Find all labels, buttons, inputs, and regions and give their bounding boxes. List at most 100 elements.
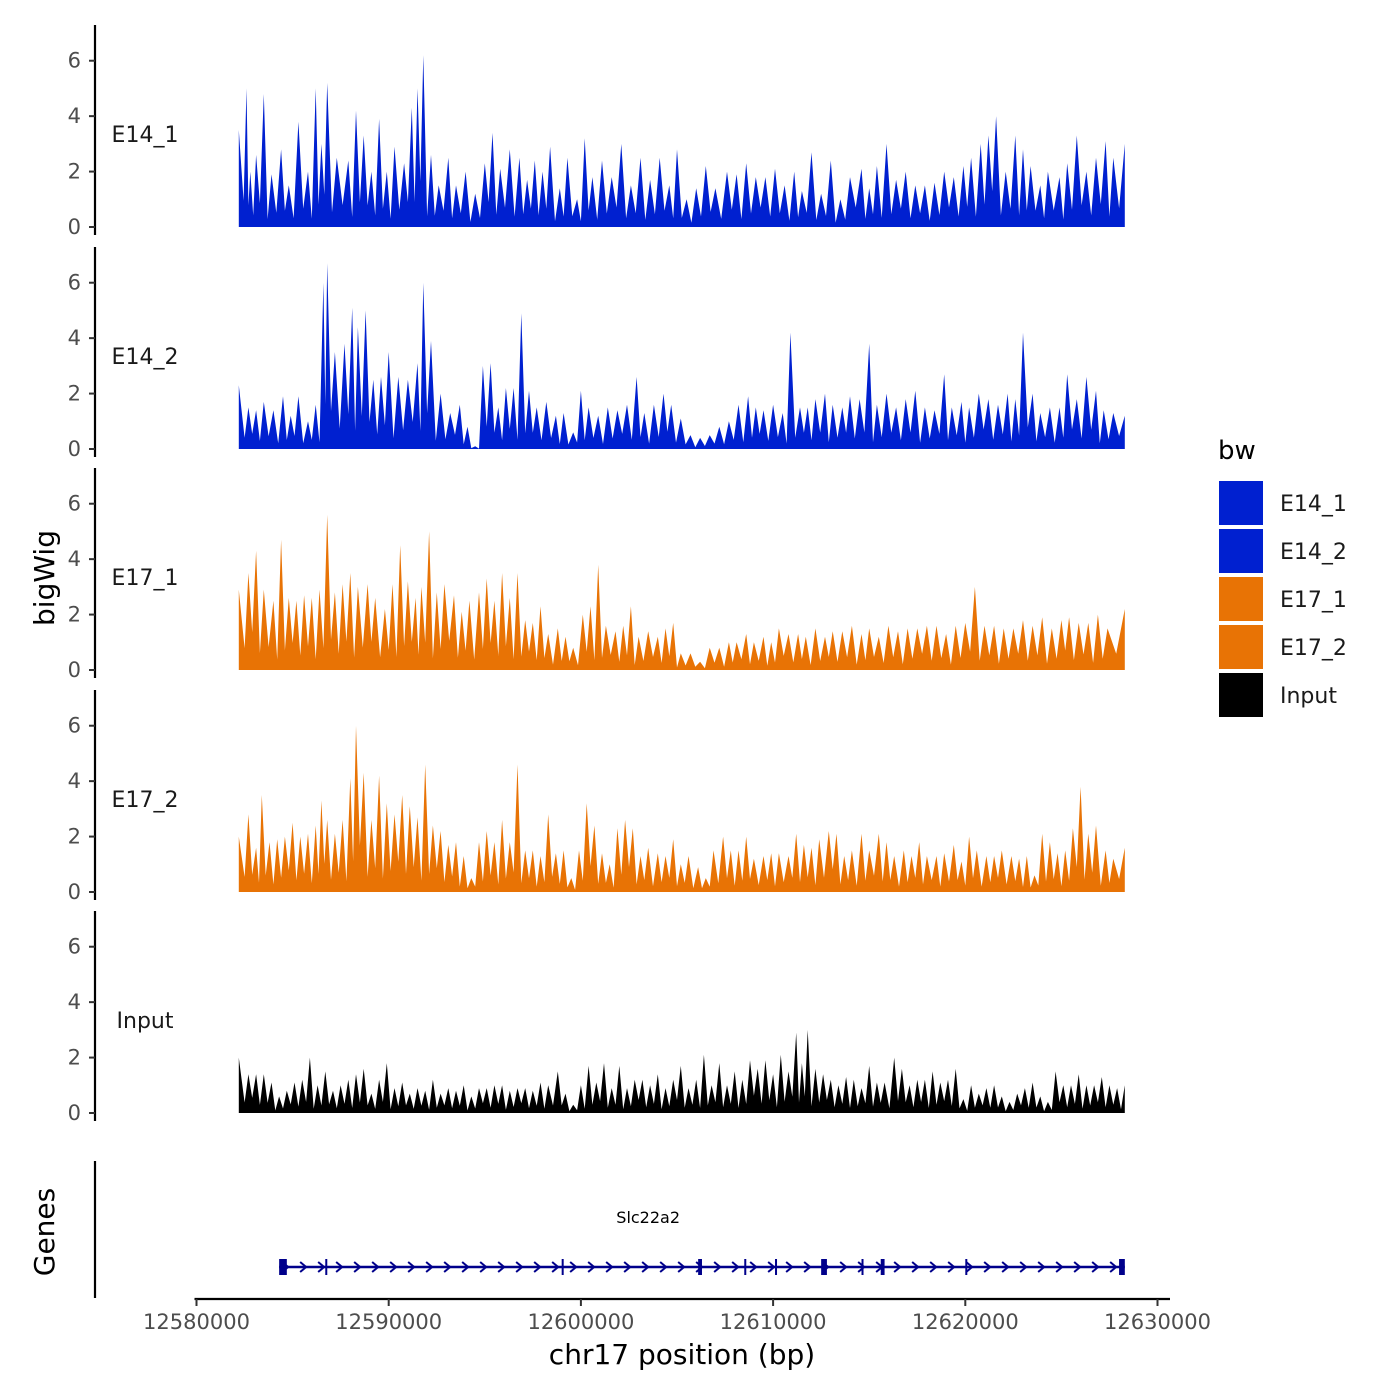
track-label: E14_1 xyxy=(112,123,179,148)
y-tick-label: 2 xyxy=(68,1046,81,1070)
strand-arrow xyxy=(713,1261,722,1273)
gene-label: Slc22a2 xyxy=(616,1208,680,1227)
x-tick-label: 12600000 xyxy=(527,1310,634,1334)
track-label: Input xyxy=(117,1009,174,1034)
legend-key-Input xyxy=(1219,673,1263,717)
strand-arrow xyxy=(965,1261,974,1273)
x-tick-label: 12580000 xyxy=(143,1310,250,1334)
strand-arrow xyxy=(749,1261,758,1273)
strand-arrow xyxy=(641,1261,650,1273)
x-axis-title: chr17 position (bp) xyxy=(549,1338,815,1371)
x-tick-label: 12590000 xyxy=(335,1310,442,1334)
strand-arrow xyxy=(1109,1261,1118,1273)
strand-arrow xyxy=(299,1261,308,1273)
legend-label: E17_1 xyxy=(1280,588,1347,613)
x-tick-label: 12620000 xyxy=(912,1310,1019,1334)
y-axis-title: bigWig xyxy=(28,530,61,626)
y-tick-label: 6 xyxy=(68,49,81,73)
strand-arrow xyxy=(659,1261,668,1273)
exon xyxy=(325,1259,328,1275)
exon xyxy=(861,1259,864,1275)
signal-area-E17_1 xyxy=(238,514,1125,670)
strand-arrow xyxy=(497,1261,506,1273)
strand-arrow xyxy=(839,1261,848,1273)
strand-arrow xyxy=(479,1261,488,1273)
strand-arrow xyxy=(623,1261,632,1273)
y-tick-label: 4 xyxy=(68,990,81,1014)
strand-arrow xyxy=(1055,1261,1064,1273)
strand-arrow xyxy=(983,1261,992,1273)
legend-label: Input xyxy=(1280,684,1337,709)
signal-area-E14_2 xyxy=(238,263,1125,449)
strand-arrow xyxy=(1019,1261,1028,1273)
legend-label: E14_2 xyxy=(1280,540,1347,565)
y-tick-label: 4 xyxy=(68,769,81,793)
y-tick-label: 2 xyxy=(68,603,81,627)
y-tick-label: 6 xyxy=(68,714,81,738)
strand-arrow xyxy=(605,1261,614,1273)
track-label: E14_2 xyxy=(112,345,179,370)
strand-arrow xyxy=(551,1261,560,1273)
strand-arrow xyxy=(587,1261,596,1273)
strand-arrow xyxy=(731,1261,740,1273)
exon xyxy=(821,1259,827,1275)
y-tick-label: 4 xyxy=(68,326,81,350)
strand-arrow xyxy=(461,1261,470,1273)
y-tick-label: 6 xyxy=(68,271,81,295)
strand-arrow xyxy=(785,1261,794,1273)
track-E17_2: 0 2 4 6 E17_2 xyxy=(68,690,1125,904)
strand-arrow xyxy=(677,1261,686,1273)
strand-arrow xyxy=(1091,1261,1100,1273)
exon xyxy=(775,1259,778,1275)
genes-panel: Slc22a2 xyxy=(93,1161,1125,1298)
y-tick-label: 6 xyxy=(68,492,81,516)
y-tick-label: 4 xyxy=(68,547,81,571)
track-label: E17_2 xyxy=(112,788,179,813)
y-tick-label: 0 xyxy=(68,1101,81,1125)
track-E17_1: 0 2 4 6 E17_1 xyxy=(68,468,1125,682)
strand-arrow xyxy=(317,1261,326,1273)
legend: bw E14_1 E14_2 E17_1 E17_2 Input xyxy=(1218,436,1347,717)
legend-title: bw xyxy=(1218,436,1256,466)
legend-key-E14_2 xyxy=(1219,529,1263,573)
x-axis: 12580000 12590000 12600000 12610000 12620000… xyxy=(143,1297,1211,1334)
strand-arrow xyxy=(857,1261,866,1273)
strand-arrow xyxy=(1073,1261,1082,1273)
track-label: E17_1 xyxy=(112,566,179,591)
strand-arrow xyxy=(371,1261,380,1273)
strand-arrow xyxy=(803,1261,812,1273)
strand-arrow xyxy=(947,1261,956,1273)
signal-area-Input xyxy=(238,1029,1125,1113)
x-tick-label: 12610000 xyxy=(720,1310,827,1334)
strand-arrow xyxy=(533,1261,542,1273)
y-tick-label: 2 xyxy=(68,825,81,849)
y-tick-label: 4 xyxy=(68,104,81,128)
exon xyxy=(880,1259,885,1275)
exon xyxy=(561,1259,564,1275)
strand-arrow xyxy=(443,1261,452,1273)
gene-Slc22a2: Slc22a2 xyxy=(279,1208,1125,1275)
track-E14_1: 0 2 4 6 E14_1 xyxy=(68,25,1125,239)
exon xyxy=(744,1259,747,1275)
y-tick-label: 0 xyxy=(68,437,81,461)
strand-arrow xyxy=(389,1261,398,1273)
x-tick-label: 12630000 xyxy=(1104,1310,1211,1334)
signal-area-E14_1 xyxy=(238,55,1125,228)
legend-label: E14_1 xyxy=(1280,492,1347,517)
strand-arrow xyxy=(335,1261,344,1273)
exon xyxy=(279,1259,287,1275)
strand-arrow xyxy=(893,1261,902,1273)
legend-label: E17_2 xyxy=(1280,636,1347,661)
strand-arrow xyxy=(425,1261,434,1273)
y-tick-label: 0 xyxy=(68,880,81,904)
strand-arrow xyxy=(407,1261,416,1273)
strand-arrow xyxy=(1001,1261,1010,1273)
y-tick-label: 0 xyxy=(68,658,81,682)
track-Input: 0 2 4 6 Input xyxy=(68,911,1125,1125)
legend-key-E17_2 xyxy=(1219,625,1263,669)
strand-arrow xyxy=(1037,1261,1046,1273)
signal-tracks: 0 2 4 6 E14_1 0 2 4 6 E14_2 0 2 4 6 E17_1 0 2 4 6 E17_2 0 2 4 6… xyxy=(68,25,1125,1125)
strand-arrow xyxy=(515,1261,524,1273)
strand-arrow xyxy=(569,1261,578,1273)
